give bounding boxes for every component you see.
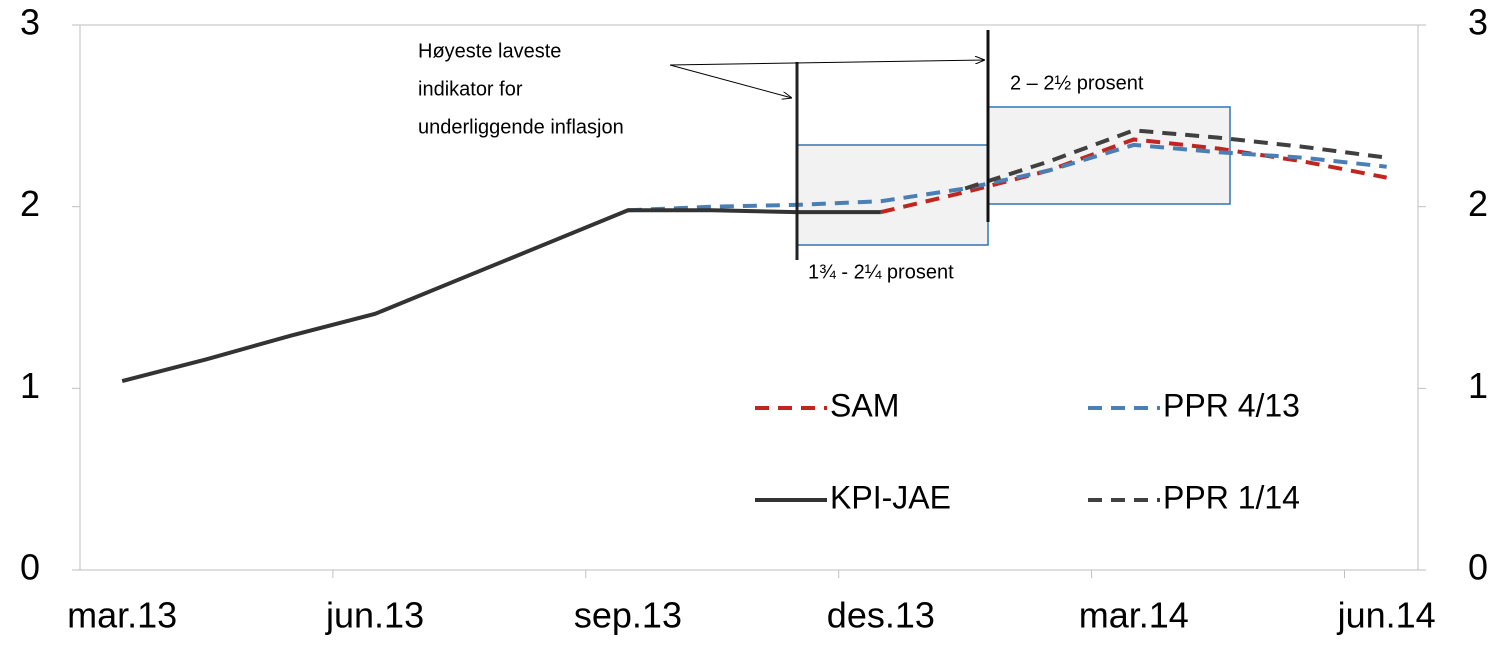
plot-area (79, 24, 1419, 571)
range-box (987, 106, 1231, 205)
annotation: underliggende inflasjon (418, 116, 624, 138)
series-line (964, 128, 1387, 191)
y-tick-label: 2 (20, 183, 40, 224)
x-tick-label: sep.13 (574, 595, 682, 636)
annotation: indikator for (418, 78, 523, 100)
y2-tick-label: 1 (1468, 365, 1488, 406)
legend-label: KPI-JAE (830, 479, 951, 515)
legend-label: PPR 1/14 (1163, 479, 1300, 515)
y2-tick-label: 3 (1468, 2, 1488, 43)
x-tick-label: mar.13 (67, 595, 177, 636)
y-tick-label: 1 (20, 365, 40, 406)
y2-tick-label: 0 (1468, 547, 1488, 588)
series-line (627, 142, 1387, 213)
annotation: 2 – 2½ prosent (1010, 72, 1144, 94)
y-tick-label: 0 (20, 547, 40, 588)
annotation: 1¾ - 2¼ prosent (808, 261, 954, 283)
y2-tick-label: 2 (1468, 183, 1488, 224)
y-tick-label: 3 (20, 2, 40, 43)
arrow (669, 64, 792, 98)
legend-label: PPR 4/13 (1163, 387, 1300, 423)
legend-label: SAM (830, 387, 899, 423)
x-tick-label: des.13 (827, 595, 935, 636)
annotation: Høyeste laveste (418, 40, 561, 62)
x-tick-label: mar.14 (1079, 595, 1189, 636)
series-line (880, 137, 1388, 215)
x-tick-label: jun.14 (1337, 595, 1436, 636)
x-tick-label: jun.13 (325, 595, 424, 636)
series-line (121, 208, 881, 384)
arrow (669, 60, 985, 66)
